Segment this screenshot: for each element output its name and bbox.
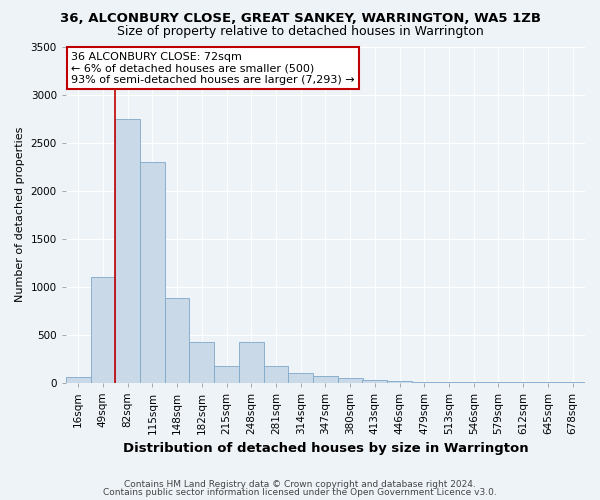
Text: Contains HM Land Registry data © Crown copyright and database right 2024.: Contains HM Land Registry data © Crown c…	[124, 480, 476, 489]
Bar	[140, 162, 165, 382]
Bar	[387, 380, 412, 382]
Bar	[263, 366, 289, 382]
Bar	[165, 298, 190, 382]
Text: Size of property relative to detached houses in Warrington: Size of property relative to detached ho…	[116, 25, 484, 38]
Text: 36, ALCONBURY CLOSE, GREAT SANKEY, WARRINGTON, WA5 1ZB: 36, ALCONBURY CLOSE, GREAT SANKEY, WARRI…	[59, 12, 541, 26]
Text: Contains public sector information licensed under the Open Government Licence v3: Contains public sector information licen…	[103, 488, 497, 497]
Bar	[289, 373, 313, 382]
Bar	[115, 118, 140, 382]
Bar	[362, 380, 387, 382]
X-axis label: Distribution of detached houses by size in Warrington: Distribution of detached houses by size …	[122, 442, 528, 455]
Text: 36 ALCONBURY CLOSE: 72sqm
← 6% of detached houses are smaller (500)
93% of semi-: 36 ALCONBURY CLOSE: 72sqm ← 6% of detach…	[71, 52, 355, 84]
Bar	[239, 342, 263, 382]
Y-axis label: Number of detached properties: Number of detached properties	[15, 127, 25, 302]
Bar	[66, 377, 91, 382]
Bar	[338, 378, 362, 382]
Bar	[214, 366, 239, 382]
Bar	[190, 342, 214, 382]
Bar	[313, 376, 338, 382]
Bar	[91, 277, 115, 382]
